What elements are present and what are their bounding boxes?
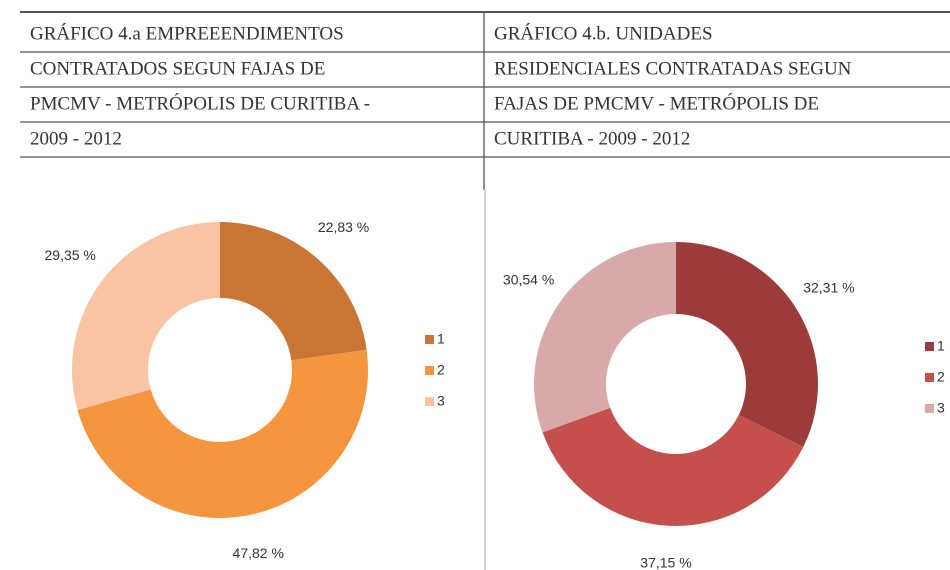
donut-segment: [542, 407, 804, 526]
chart-title-line: RESIDENCIALES CONTRATADAS SEGUN: [494, 58, 852, 79]
data-label: 47,82 %: [233, 545, 284, 561]
legend-label: 1: [937, 338, 945, 354]
legend-swatch: [425, 366, 434, 375]
donut-segment: [71, 222, 220, 410]
chart-title-line: CONTRATADOS SEGUN FAJAS DE: [30, 58, 325, 79]
chart-title-line: 2009 - 2012: [30, 128, 122, 149]
legend-swatch: [925, 373, 934, 382]
donut-segment: [77, 349, 368, 519]
legend-label: 2: [937, 369, 945, 385]
chart-title-line: CURITIBA - 2009 - 2012: [494, 128, 690, 149]
legend-label: 3: [937, 400, 945, 416]
donut-segment: [220, 222, 367, 361]
legend-label: 1: [437, 331, 445, 347]
data-label: 29,35 %: [45, 247, 96, 263]
chart-title-line: GRÁFICO 4.a EMPREEENDIMENTOS: [30, 22, 344, 44]
table-lines: [20, 11, 950, 570]
data-label: 22,83 %: [318, 219, 369, 235]
legend-label: 3: [437, 393, 445, 409]
chart-title-line: PMCMV - METRÓPOLIS DE CURITIBA -: [30, 92, 370, 114]
donut-segment: [534, 242, 676, 433]
chart-title-line: FAJAS DE PMCMV - METRÓPOLIS DE: [494, 92, 819, 114]
legend-swatch: [425, 397, 434, 406]
legend-swatch: [925, 342, 934, 351]
data-label: 32,31 %: [803, 280, 854, 296]
chart-title-line: GRÁFICO 4.b. UNIDADES: [494, 22, 713, 44]
data-label: 37,15 %: [640, 554, 691, 570]
legend-swatch: [925, 404, 934, 413]
legend-swatch: [425, 335, 434, 344]
donut-segment: [676, 242, 819, 447]
data-label: 30,54 %: [503, 271, 554, 287]
legend-label: 2: [437, 362, 445, 378]
